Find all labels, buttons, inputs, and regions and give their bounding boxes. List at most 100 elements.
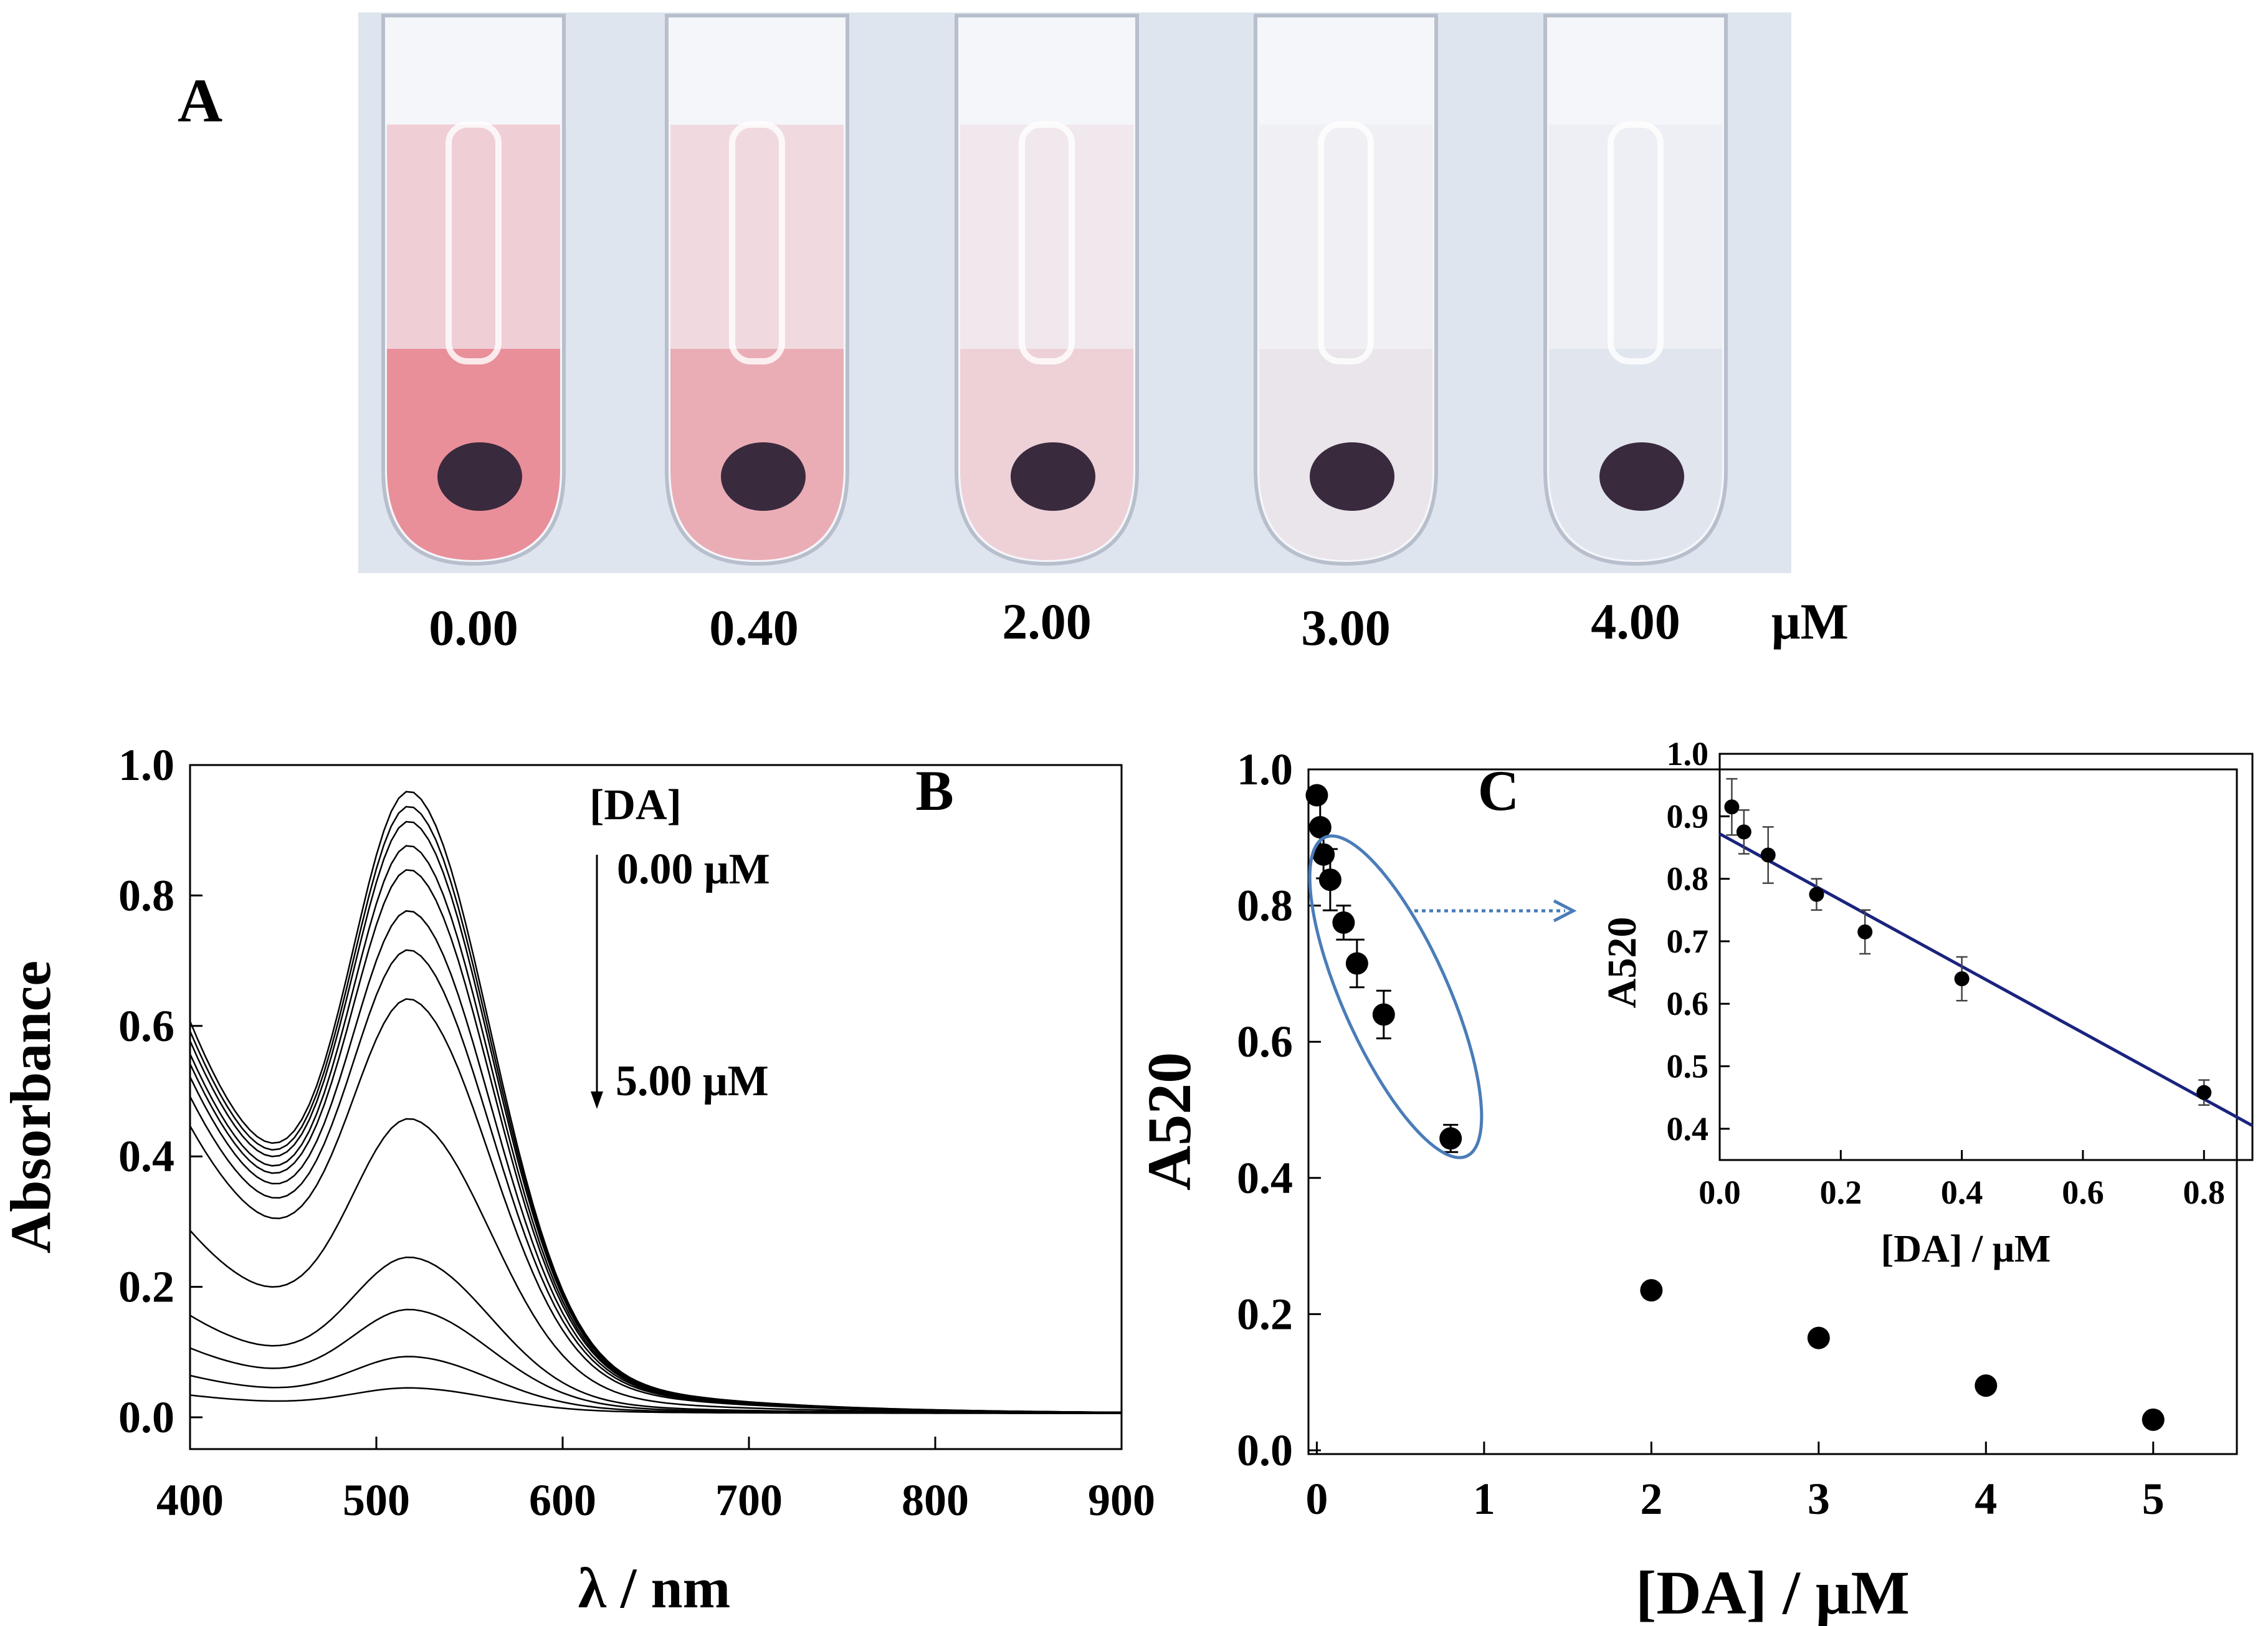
panel-b-label: B <box>915 759 953 822</box>
y-tick-label: 0.8 <box>1237 881 1293 931</box>
y-tick-label: 1.0 <box>1667 735 1709 773</box>
x-tick-label: 900 <box>1088 1475 1155 1525</box>
tube-liquid-upper <box>960 125 1133 349</box>
stir-bar-reflection <box>1608 121 1664 364</box>
spectra-series <box>189 791 1122 1414</box>
y-tick-label: 0.0 <box>118 1392 174 1442</box>
inset-arrowhead <box>1553 899 1577 923</box>
data-point <box>1305 784 1328 807</box>
conc-label: 0.40 <box>709 599 799 656</box>
test-tubes <box>381 14 1728 566</box>
stir-bar-reflection <box>1318 121 1374 364</box>
x-tick-label: 400 <box>156 1475 224 1525</box>
y-tick-label: 1.0 <box>118 740 174 790</box>
y-tick-label: 0.2 <box>118 1262 174 1312</box>
test-tube <box>381 14 566 566</box>
x-tick-label: 2 <box>1640 1474 1662 1524</box>
spectrum-line <box>189 1118 1122 1414</box>
spectrum-line <box>189 820 1122 1414</box>
y-tick-label: 0.9 <box>1667 797 1709 835</box>
y-tick-label: 0.6 <box>1667 985 1709 1022</box>
test-tube <box>1254 14 1438 566</box>
inset-axes: 0.0 0.2 0.4 0.6 0.8 0.4 0.5 0.6 0.7 0.8 0.9 1.0 <box>1667 735 2226 1211</box>
spectrum-line <box>189 949 1122 1414</box>
x-tick-label: 600 <box>529 1475 596 1525</box>
test-tube <box>1543 14 1728 566</box>
conc-label: 4.00 <box>1591 593 1680 650</box>
data-point <box>1439 1127 1462 1150</box>
data-point <box>1736 824 1751 840</box>
x-tick-label: 3 <box>1808 1474 1830 1524</box>
tube-liquid-upper <box>670 125 844 349</box>
x-axis-label: λ / nm <box>578 1556 731 1620</box>
x-tick-label: 500 <box>343 1475 410 1525</box>
x-tick-label: 0.0 <box>1699 1174 1741 1211</box>
conc-label: 0.00 <box>429 599 518 656</box>
y-tick-label: 0.7 <box>1667 923 1709 960</box>
tube-liquid-upper <box>387 125 560 349</box>
data-point <box>1640 1279 1663 1302</box>
y-tick-label: 0.6 <box>118 1001 174 1051</box>
x-tick-label: 0.8 <box>2183 1174 2226 1211</box>
data-point <box>1954 971 1970 987</box>
data-point <box>1345 952 1368 975</box>
panel-b-absorbance-chart: 400 500 600 700 800 900 0.0 0.2 0.4 0.6 0.8 1.0 B [… <box>0 740 1155 1620</box>
data-point <box>1857 924 1873 939</box>
unit-label: μM <box>1771 593 1849 650</box>
legend-title: [DA] <box>589 781 682 829</box>
panel-a: A 0.00 0.40 2.00 3.00 4.00 μM <box>178 12 1849 656</box>
panel-a-label: A <box>178 66 222 135</box>
y-tick-label: 0.8 <box>1667 860 1709 898</box>
precipitate <box>437 442 522 511</box>
spectrum-line <box>189 1356 1122 1414</box>
test-tube <box>955 14 1139 566</box>
plot-frame <box>189 764 1123 1450</box>
spectrum-line <box>189 869 1122 1414</box>
conc-label: 2.00 <box>1002 593 1092 650</box>
y-tick-label: 1.0 <box>1237 744 1293 794</box>
data-point <box>1807 1326 1830 1349</box>
spectrum-line <box>189 1387 1122 1414</box>
concentration-labels: 0.00 0.40 2.00 3.00 4.00 μM <box>429 593 1849 656</box>
data-point <box>1975 1374 1998 1397</box>
x-tick-label: 5 <box>2142 1474 2165 1524</box>
y-axis-label: A520 <box>1135 1052 1204 1191</box>
y-tick-label: 0.4 <box>1667 1110 1709 1148</box>
precipitate <box>721 442 806 511</box>
test-tube <box>665 14 849 566</box>
data-point <box>1318 868 1341 891</box>
conc-label: 3.00 <box>1301 599 1391 656</box>
inset-y-axis-label: A520 <box>1599 917 1645 1009</box>
x-tick-label: 0 <box>1305 1474 1328 1524</box>
data-point <box>1308 815 1332 839</box>
y-tick-label: 0.5 <box>1667 1048 1709 1085</box>
spectrum-line <box>189 910 1122 1414</box>
inset-linear-fit-chart: 0.0 0.2 0.4 0.6 0.8 0.4 0.5 0.6 0.7 0.8 0.9 1.0 [DA… <box>1599 735 2254 1270</box>
y-tick-label: 0.4 <box>1237 1153 1293 1203</box>
y-tick-label: 0.2 <box>1237 1289 1293 1339</box>
x-tick-label: 800 <box>902 1475 969 1525</box>
y-tick-label: 0.4 <box>118 1131 174 1181</box>
stir-bar-reflection <box>1019 121 1075 364</box>
y-tick-label: 0.8 <box>118 870 174 920</box>
highlight-ellipse <box>1308 834 1484 1159</box>
data-point <box>2196 1085 2212 1100</box>
x-tick-label: 4 <box>1975 1474 1997 1524</box>
x-axis-label: [DA] / μM <box>1636 1558 1910 1626</box>
y-tick-label: 0.0 <box>1237 1425 1293 1475</box>
data-point <box>2142 1408 2165 1431</box>
data-point <box>1332 911 1355 934</box>
x-tick-label: 0.4 <box>1941 1174 1983 1211</box>
x-tick-label: 0.2 <box>1820 1174 1862 1211</box>
inset-data-points <box>1718 777 2254 1128</box>
stir-bar-reflection <box>729 121 785 364</box>
fit-line <box>1718 832 2254 1128</box>
data-point <box>1372 1003 1395 1026</box>
x-tick-label: 700 <box>715 1475 783 1525</box>
axes: 400 500 600 700 800 900 0.0 0.2 0.4 0.6 0.8 1.0 <box>118 740 1155 1525</box>
legend-start: 0.00 μM <box>617 845 770 893</box>
legend-end: 5.00 μM <box>616 1057 769 1105</box>
tube-liquid-upper <box>1259 125 1432 349</box>
panel-c-scatter-chart: 0 1 2 3 4 5 0.0 0.2 0.4 0.6 0.8 1.0 C [DA] / μM A52… <box>1135 744 2238 1626</box>
